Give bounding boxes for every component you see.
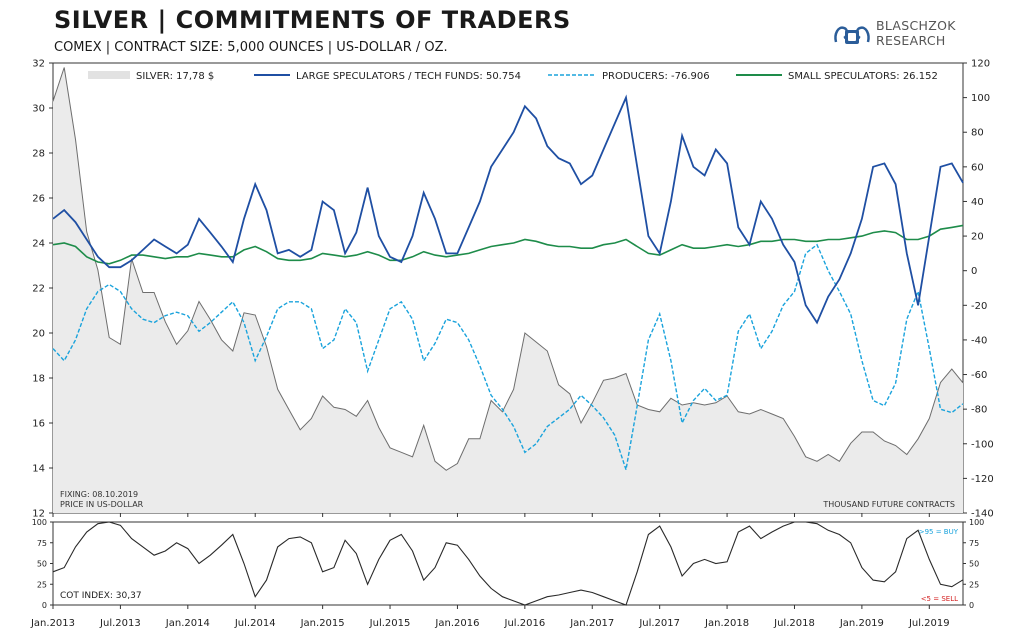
- x-axis-tick-label: Jan.2016: [434, 618, 479, 629]
- right-axis-tick-label: 20: [971, 232, 984, 243]
- price-unit-note: PRICE IN US-DOLLAR: [60, 500, 144, 509]
- large-speculators-line: [52, 94, 964, 325]
- legend-small-speculators-label: SMALL SPECULATORS: 26.152: [788, 71, 938, 82]
- index-right-tick-label: 0: [969, 601, 974, 610]
- legend-producers-label: PRODUCERS: -76.906: [602, 71, 710, 82]
- x-axis-tick-label: Jul.2019: [908, 618, 950, 629]
- right-axis-tick-label: 40: [971, 197, 984, 208]
- left-axis-tick-label: 22: [32, 284, 45, 295]
- legend-silver-label: SILVER: 17,78 $: [136, 71, 214, 82]
- buy-threshold-label: >95 = BUY: [919, 528, 959, 536]
- axes-group: 12 14 16 18 20 22 24 26 28 30 32 -140 -120 -100 -80 -60…: [30, 59, 994, 630]
- legend-silver-swatch: [88, 71, 130, 79]
- x-axis-tick-label: Jan.2018: [704, 618, 749, 629]
- x-axis-tick-label: Jan.2013: [30, 618, 75, 629]
- index-plot-frame: [52, 521, 964, 606]
- right-unit-note: THOUSAND FUTURE CONTRACTS: [822, 500, 955, 509]
- cot-index-group: [52, 521, 964, 606]
- right-axis-tick-label: -80: [971, 405, 987, 416]
- sell-threshold-label: <5 = SELL: [921, 595, 958, 603]
- right-axis-tick-label: 100: [971, 93, 990, 104]
- chart-title: SILVER | COMMITMENTS OF TRADERS: [54, 6, 571, 34]
- fixing-note: FIXING: 08.10.2019: [60, 490, 138, 499]
- right-axis-tick-label: 0: [971, 266, 977, 277]
- legend: SILVER: 17,78 $ LARGE SPECULATORS / TECH …: [88, 71, 938, 82]
- x-axis-tick-label: Jul.2013: [99, 618, 141, 629]
- logo-line-1: BLASCHZOK: [876, 18, 956, 33]
- right-axis-tick-label: 60: [971, 162, 984, 173]
- x-axis-tick-label: Jan.2017: [569, 618, 614, 629]
- right-axis-tick-label: -60: [971, 370, 987, 381]
- left-axis-tick-label: 14: [32, 464, 45, 475]
- x-axis-tick-label: Jan.2014: [165, 618, 210, 629]
- right-axis-tick-label: -100: [971, 439, 994, 450]
- left-axis-tick-label: 18: [32, 374, 45, 385]
- left-axis-tick-label: 28: [32, 149, 45, 160]
- left-axis-tick-label: 20: [32, 329, 45, 340]
- cot-index-line: [52, 521, 964, 606]
- small-speculators-line: [52, 224, 964, 265]
- x-axis-tick-label: Jul.2016: [504, 618, 546, 629]
- index-left-tick-label: 100: [32, 518, 47, 527]
- cot-series-group: [52, 94, 964, 470]
- right-axis-tick-label: -140: [971, 509, 994, 520]
- left-axis-tick-label: 26: [32, 194, 45, 205]
- index-right-tick-label: 75: [969, 539, 979, 548]
- x-axis-tick-label: Jul.2014: [234, 618, 276, 629]
- x-axis-tick-label: Jul.2015: [369, 618, 411, 629]
- left-axis-tick-label: 16: [32, 419, 45, 430]
- left-axis-tick-label: 30: [32, 104, 45, 115]
- silver-price-area: [53, 67, 963, 513]
- right-axis-tick-label: 80: [971, 128, 984, 139]
- left-axis-tick-label: 12: [32, 509, 45, 520]
- x-axis-tick-label: Jul.2017: [638, 618, 680, 629]
- chart-subtitle: COMEX | CONTRACT SIZE: 5,000 OUNCES | US…: [54, 40, 448, 55]
- index-left-tick-label: 0: [42, 601, 47, 610]
- legend-large-speculators-label: LARGE SPECULATORS / TECH FUNDS: 50.754: [296, 71, 521, 82]
- logo-text: BLASCHZOK RESEARCH: [876, 18, 956, 48]
- right-axis-tick-label: -40: [971, 335, 987, 346]
- silver-price-line: [52, 67, 964, 471]
- index-left-tick-label: 25: [37, 580, 47, 589]
- x-axis-tick-label: Jul.2018: [773, 618, 815, 629]
- producers-line: [52, 243, 964, 470]
- index-right-tick-label: 50: [969, 560, 979, 569]
- index-left-tick-label: 75: [37, 539, 47, 548]
- index-right-tick-label: 100: [969, 518, 984, 527]
- logo-icon: [834, 26, 870, 44]
- logo-line-2: RESEARCH: [876, 33, 946, 48]
- x-axis-tick-label: Jan.2019: [839, 618, 884, 629]
- index-right-tick-label: 25: [969, 580, 979, 589]
- silver-area-group: [52, 67, 964, 513]
- left-axis-tick-label: 24: [32, 239, 45, 250]
- cot-index-label: COT INDEX: 30,37: [60, 591, 142, 601]
- x-axis-tick-label: Jan.2015: [300, 618, 345, 629]
- index-left-tick-label: 50: [37, 560, 47, 569]
- left-axis-tick-label: 32: [32, 59, 45, 70]
- right-axis-tick-label: -20: [971, 301, 987, 312]
- brand-logo: BLASCHZOK RESEARCH: [832, 18, 982, 52]
- right-axis-tick-label: -120: [971, 474, 994, 485]
- right-axis-tick-label: 120: [971, 59, 990, 70]
